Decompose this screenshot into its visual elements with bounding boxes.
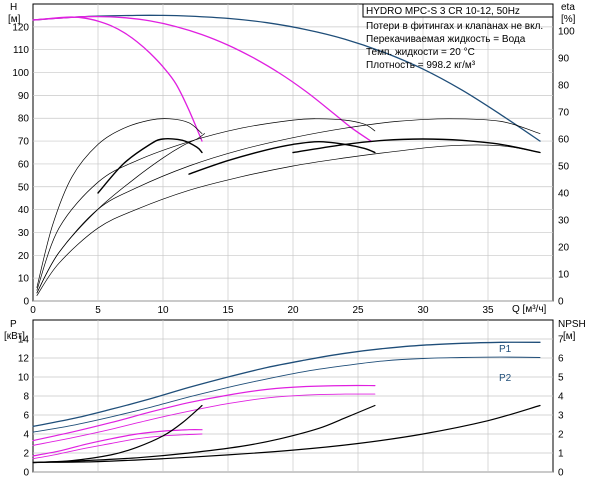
- top-left-tick-label: 30: [18, 228, 30, 239]
- top-right-axis-name: eta: [561, 2, 575, 13]
- top-right-tick-label: 60: [558, 135, 570, 146]
- x-tick-label: 35: [482, 305, 494, 316]
- bottom-right-tick-label: 2: [558, 430, 564, 441]
- chart-title: HYDRO MPC-S 3 CR 10-12, 50Hz: [366, 6, 520, 17]
- bottom-series-line-3: [32, 393, 376, 446]
- x-tick-label: 0: [30, 305, 36, 316]
- top-right-tick-label: 20: [558, 243, 570, 254]
- bottom-left-tick-label: 12: [18, 354, 30, 365]
- bottom-series-line-2: [32, 384, 376, 442]
- x-tick-label: 5: [95, 305, 101, 316]
- curve-label-p2: P2: [499, 373, 512, 384]
- top-grid: [33, 4, 553, 302]
- bottom-left-axis-unit: [кВт]: [4, 331, 25, 342]
- bottom-left-tick-label: 0: [23, 468, 29, 479]
- top-left-axis-unit: [м]: [8, 14, 21, 25]
- top-left-tick-label: 70: [18, 137, 30, 148]
- top-right-tick-label: 90: [558, 54, 570, 65]
- top-series-line-2: [32, 16, 203, 142]
- top-series-line-7: [36, 144, 541, 296]
- x-tick-label: 20: [287, 305, 299, 316]
- x-axis-label: Q [м³/ч]: [512, 304, 547, 315]
- bottom-left-tick-label: 10: [18, 373, 30, 384]
- top-series-line-10: [292, 138, 541, 154]
- note-line: Плотность = 998.2 кг/м³: [366, 60, 476, 71]
- top-series-line-5: [36, 118, 376, 291]
- note-line: Перекачиваемая жидкость = Вода: [366, 34, 526, 45]
- title-box: [362, 3, 554, 18]
- top-series-line-1: [32, 15, 372, 142]
- bottom-series-line-1: [32, 356, 541, 433]
- bottom-right-tick-label: 6: [558, 354, 564, 365]
- top-series-line-3: [36, 118, 203, 288]
- bottom-left-tick-label: 6: [23, 411, 29, 422]
- bottom-right-tick-label: 4: [558, 392, 564, 403]
- top-left-tick-label: 90: [18, 91, 30, 102]
- bottom-right-axis-name: NPSH: [558, 319, 586, 330]
- note-line: Темп. жидкости = 20 °C: [366, 47, 475, 58]
- top-left-tick-label: 50: [18, 182, 30, 193]
- top-right-tick-label: 30: [558, 216, 570, 227]
- x-tick-label: 15: [222, 305, 234, 316]
- bottom-right-axis-unit: [м]: [563, 331, 576, 342]
- top-left-tick-label: 60: [18, 159, 30, 170]
- bottom-left-tick-label: 2: [23, 449, 29, 460]
- tick-labels: 0102030405060708090100110120010203040506…: [12, 22, 575, 478]
- top-right-tick-label: 0: [558, 297, 564, 308]
- top-left-tick-label: 20: [18, 251, 30, 262]
- top-series-line-6: [36, 118, 541, 294]
- bottom-right-tick-label: 1: [558, 449, 564, 460]
- bottom-grid: [33, 320, 553, 473]
- top-right-tick-label: 40: [558, 189, 570, 200]
- note-line: Потери в фитингах и клапанах не вкл.: [366, 20, 543, 32]
- top-right-tick-label: 10: [558, 270, 570, 281]
- top-left-tick-label: 0: [23, 297, 29, 308]
- bottom-series-line-8: [32, 404, 541, 464]
- top-series-line-4: [36, 133, 205, 294]
- bottom-left-tick-label: 8: [23, 392, 29, 403]
- bottom-series-line-5: [32, 433, 203, 460]
- top-left-tick-label: 10: [18, 274, 30, 285]
- top-right-tick-label: 70: [558, 108, 570, 119]
- bottom-right-tick-label: 3: [558, 411, 564, 422]
- bottom-series: [32, 341, 541, 464]
- bottom-right-tick-label: 0: [558, 468, 564, 479]
- bottom-series-line-0: [32, 341, 541, 428]
- bottom-left-tick-label: 4: [23, 430, 29, 441]
- top-series-line-8: [97, 138, 203, 194]
- curve-label-p1: P1: [499, 344, 512, 355]
- top-right-tick-label: 80: [558, 81, 570, 92]
- top-left-tick-label: 110: [13, 45, 29, 56]
- top-left-axis-name: H: [10, 2, 17, 13]
- bottom-left-axis-name: P: [10, 319, 17, 330]
- bottom-left-tick-label: 14: [18, 335, 30, 346]
- bottom-series-line-7: [32, 404, 376, 464]
- bottom-series-line-4: [32, 429, 203, 457]
- bottom-right-tick-label: 5: [558, 373, 564, 384]
- top-right-tick-label: 50: [558, 162, 570, 173]
- top-series-line-9: [188, 141, 376, 175]
- top-series-line-0: [32, 14, 541, 142]
- x-tick-label: 25: [352, 305, 364, 316]
- top-left-tick-label: 80: [18, 114, 30, 125]
- top-left-tick-label: 120: [12, 22, 29, 33]
- top-right-axis-unit: [%]: [561, 14, 576, 25]
- top-left-tick-label: 100: [12, 68, 29, 79]
- top-right-tick-label: 100: [558, 27, 575, 38]
- bottom-right-tick-label: 7: [558, 335, 564, 346]
- x-tick-label: 10: [157, 305, 169, 316]
- top-left-tick-label: 40: [18, 205, 30, 216]
- x-tick-label: 30: [417, 305, 429, 316]
- top-series: [32, 14, 541, 296]
